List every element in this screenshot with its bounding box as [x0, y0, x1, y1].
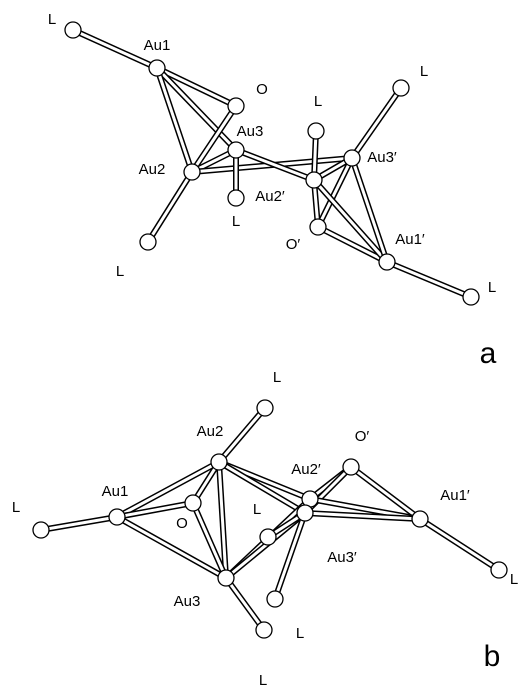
atom	[344, 150, 360, 166]
atom-label: L	[48, 11, 56, 28]
atom	[185, 495, 201, 511]
atom-label: L	[273, 369, 281, 386]
bond-fill	[226, 578, 264, 630]
atom-label: L	[12, 499, 20, 516]
atom-label: L	[296, 625, 304, 642]
atom-label: Au2′	[291, 461, 321, 478]
atom	[463, 289, 479, 305]
atom	[256, 622, 272, 638]
atom	[228, 190, 244, 206]
atom	[306, 172, 322, 188]
atom	[297, 505, 313, 521]
atom-label: L	[488, 279, 496, 296]
panel-label: b	[484, 640, 501, 673]
atom-label: L	[314, 93, 322, 110]
atom	[228, 142, 244, 158]
atom	[218, 570, 234, 586]
atom	[393, 80, 409, 96]
atom-label: Au3	[174, 593, 201, 610]
atom	[379, 254, 395, 270]
atom-label: Au3	[237, 123, 264, 140]
atom	[149, 60, 165, 76]
atom-label: Au1	[102, 483, 129, 500]
atom	[33, 522, 49, 538]
bond-fill	[420, 519, 499, 570]
bond-fill	[352, 88, 401, 158]
atom-label: L	[259, 672, 267, 689]
labels: L Au1 O Au3 Au2 L L L Au2′ Au3′ L O′ Au1′ La L Au2 O′ Au2…	[12, 11, 518, 689]
atom-label: O′	[286, 236, 301, 253]
atom	[343, 459, 359, 475]
bond-fill	[148, 172, 192, 242]
atom-label: Au2	[197, 423, 224, 440]
atom	[211, 454, 227, 470]
atom	[109, 509, 125, 525]
atom	[491, 562, 507, 578]
atom-label: O	[176, 515, 188, 532]
atom	[310, 219, 326, 235]
atom-label: L	[510, 571, 518, 588]
atom	[412, 511, 428, 527]
atom-label: L	[420, 63, 428, 80]
atom	[184, 164, 200, 180]
atom	[140, 234, 156, 250]
atom-label: L	[116, 263, 124, 280]
bond-fill	[387, 262, 471, 297]
atom-label: Au1	[144, 37, 171, 54]
atom	[257, 400, 273, 416]
atom-label: Au1′	[395, 231, 425, 248]
atom-label: Au1′	[440, 487, 470, 504]
atom-label: Au2′	[255, 188, 285, 205]
atom-label: O	[256, 81, 268, 98]
atom-label: Au2	[139, 161, 166, 178]
bond-fill	[219, 408, 265, 462]
atom-label: L	[253, 501, 261, 518]
atom-label: Au3′	[327, 549, 357, 566]
atom-label: Au3′	[367, 149, 397, 166]
atom	[267, 591, 283, 607]
atom-label: L	[232, 213, 240, 230]
atom	[308, 123, 324, 139]
atom	[228, 98, 244, 114]
bond-fill	[41, 517, 117, 530]
atom	[65, 22, 81, 38]
diagram: L Au1 O Au3 Au2 L L L Au2′ Au3′ L O′ Au1′ La L Au2 O′ Au2…	[0, 0, 525, 692]
atom-label: O′	[355, 428, 370, 445]
atom	[260, 529, 276, 545]
panel-label: a	[480, 337, 497, 370]
